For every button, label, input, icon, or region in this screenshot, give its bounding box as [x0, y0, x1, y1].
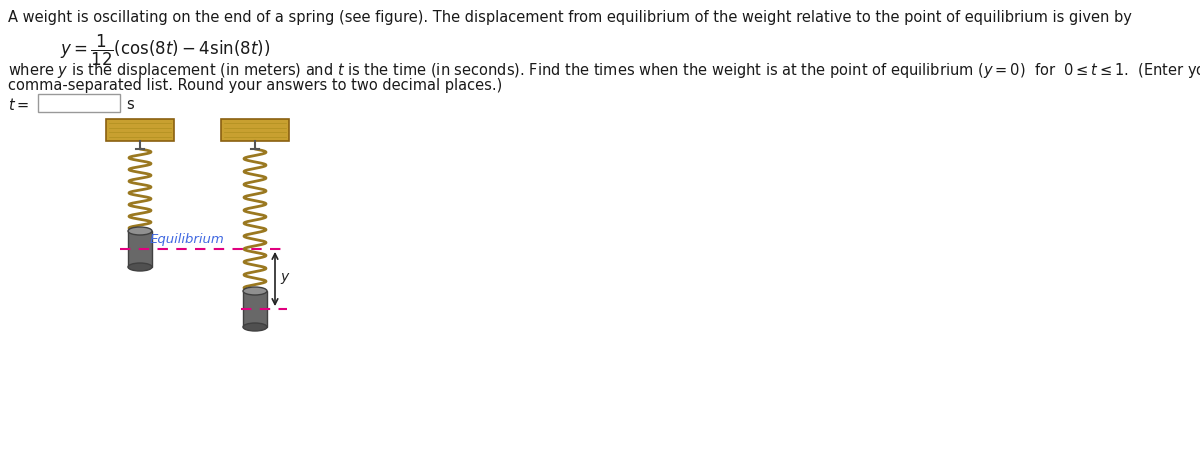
Text: $y$: $y$ [280, 272, 290, 286]
Text: where $y$ is the displacement (in meters) and $t$ is the time (in seconds). Find: where $y$ is the displacement (in meters… [8, 61, 1200, 80]
Ellipse shape [242, 323, 266, 331]
Text: $t =$: $t =$ [8, 97, 29, 113]
FancyBboxPatch shape [221, 119, 289, 141]
Text: Equilibrium: Equilibrium [150, 233, 224, 246]
FancyBboxPatch shape [38, 94, 120, 112]
Ellipse shape [128, 263, 152, 271]
FancyBboxPatch shape [128, 231, 152, 267]
Ellipse shape [128, 227, 152, 235]
Text: A weight is oscillating on the end of a spring (see figure). The displacement fr: A weight is oscillating on the end of a … [8, 10, 1132, 25]
Ellipse shape [242, 287, 266, 295]
FancyBboxPatch shape [106, 119, 174, 141]
Text: $y = \dfrac{1}{12}(\cos(8t) - 4\sin(8t))$: $y = \dfrac{1}{12}(\cos(8t) - 4\sin(8t))… [60, 33, 270, 68]
FancyBboxPatch shape [242, 291, 266, 327]
Text: comma-separated list. Round your answers to two decimal places.): comma-separated list. Round your answers… [8, 78, 503, 93]
Text: s: s [126, 97, 133, 112]
